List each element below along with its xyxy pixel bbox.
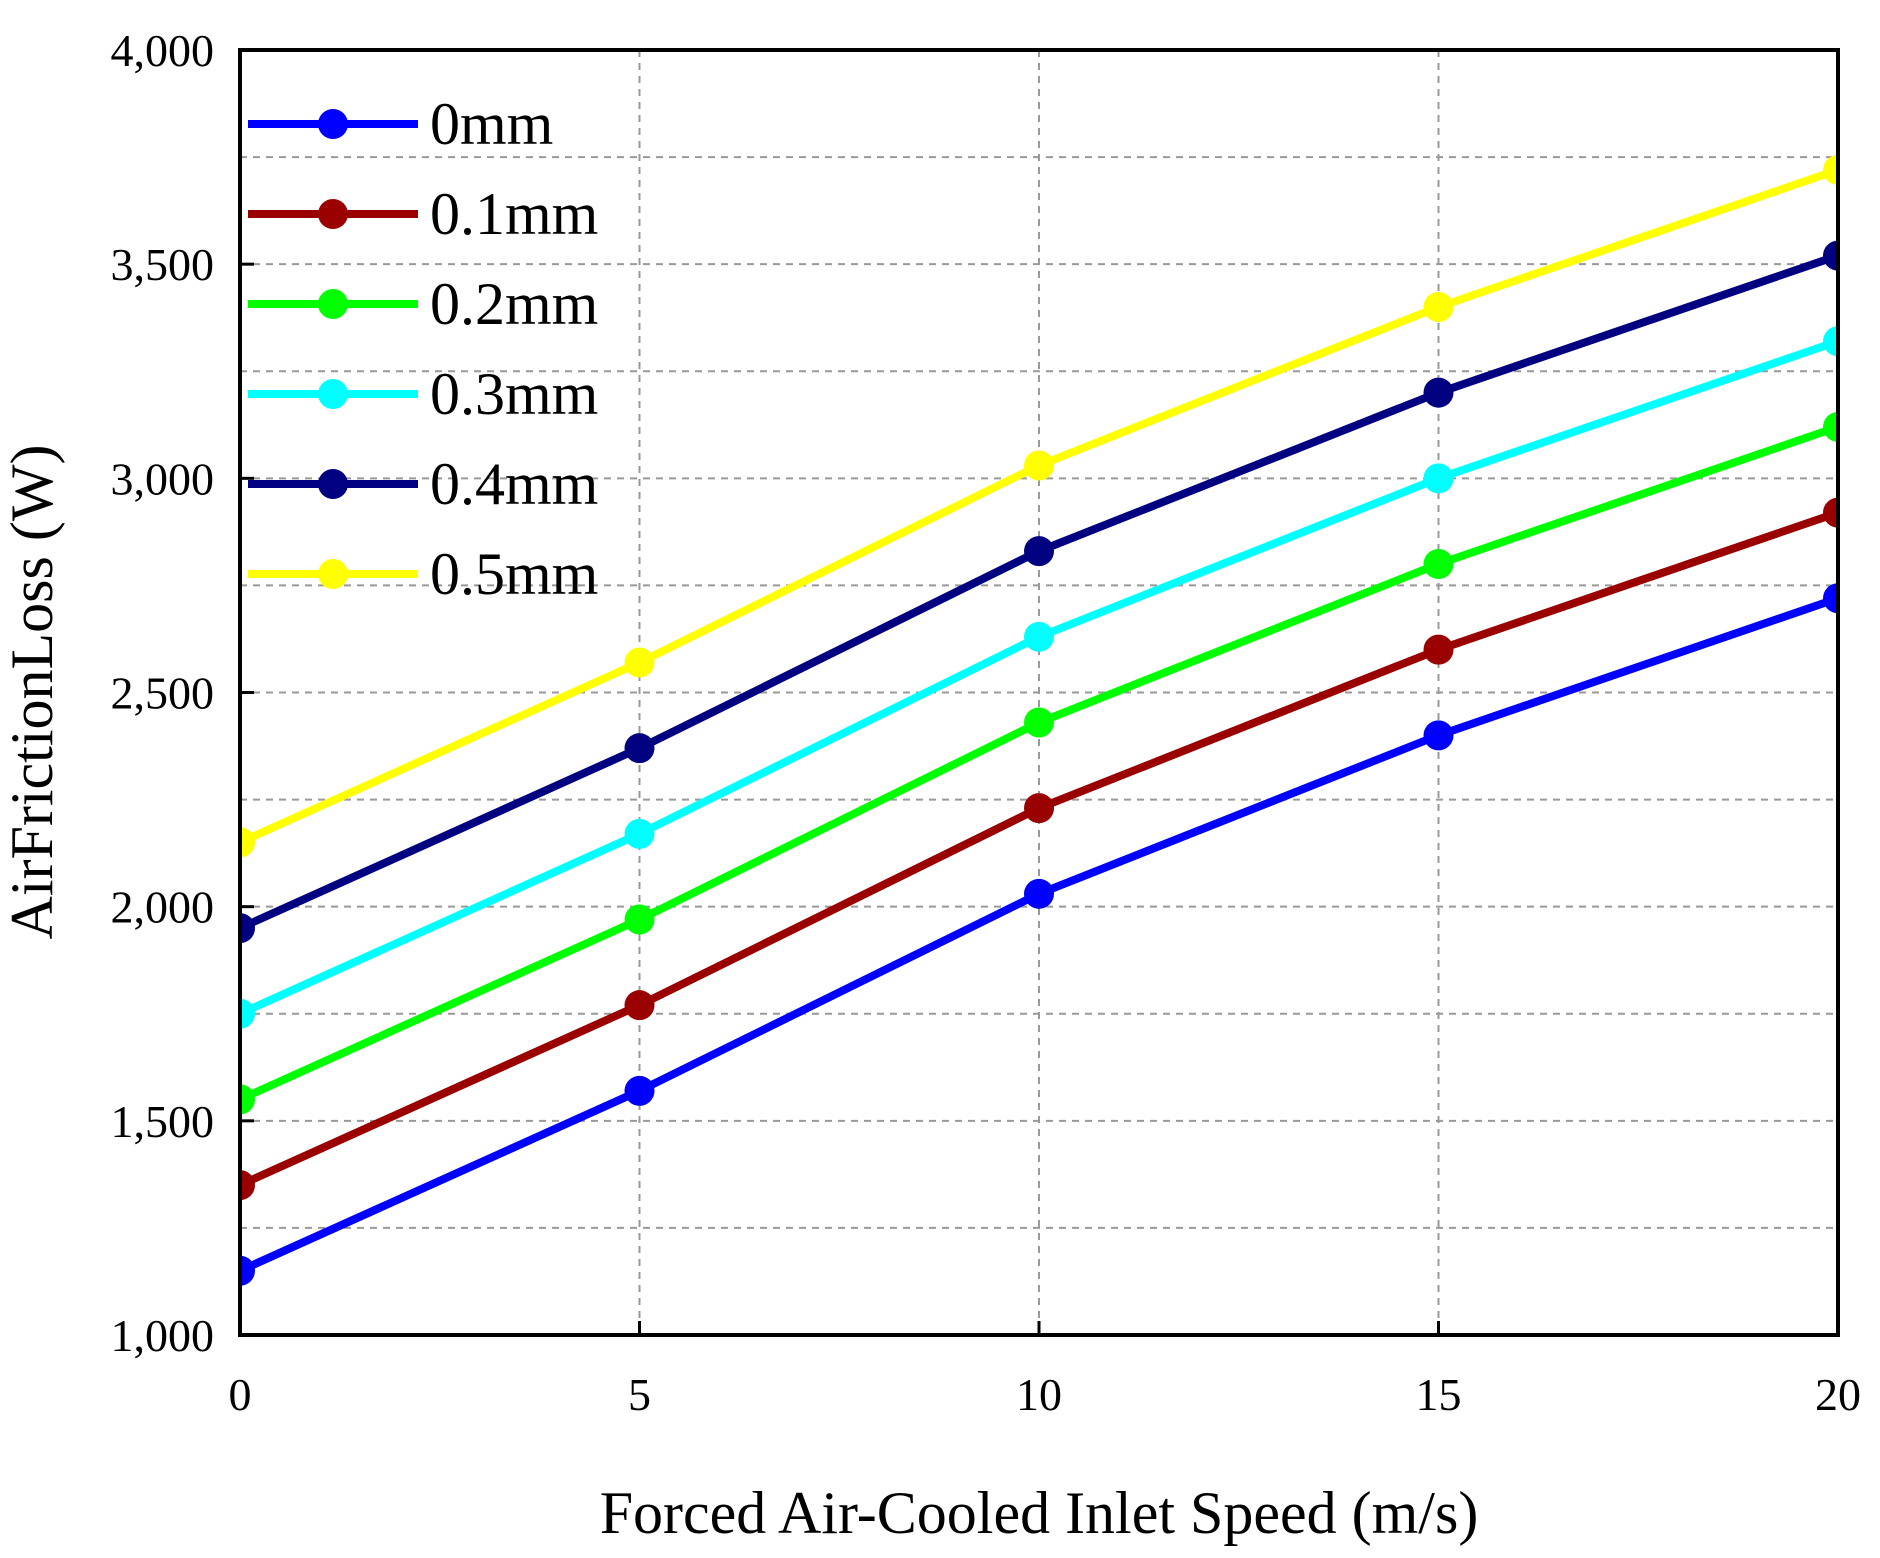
data-point-0-4mm	[240, 913, 255, 944]
legend-item-0-3mm: 0.3mm	[248, 361, 598, 427]
y-tick-label: 1,500	[111, 1096, 215, 1147]
y-tick-label: 2,000	[111, 882, 215, 933]
y-tick-label: 1,000	[111, 1310, 215, 1361]
legend-label: 0.4mm	[430, 451, 598, 517]
data-point-0-1mm	[1823, 497, 1838, 528]
legend-item-0mm: 0mm	[248, 91, 553, 157]
data-point-0-5mm	[1823, 154, 1838, 185]
data-point-0-4mm	[624, 733, 655, 764]
data-point-0mm	[1423, 720, 1454, 751]
data-point-0-4mm	[1024, 536, 1054, 567]
data-point-0mm	[240, 1255, 255, 1286]
legend-swatch-marker	[318, 289, 348, 319]
x-tick-label: 20	[1815, 1369, 1861, 1420]
data-point-0mm	[624, 1075, 655, 1106]
legend-label: 0mm	[430, 91, 553, 157]
legend-item-0-2mm: 0.2mm	[248, 271, 598, 337]
series-0-1mm	[240, 497, 1838, 1201]
x-axis-ticks: 0 5 10 15 20	[229, 1321, 1861, 1420]
y-tick-label: 2,500	[111, 668, 215, 719]
data-point-0-4mm	[1823, 240, 1838, 271]
legend-item-0-5mm: 0.5mm	[248, 541, 598, 607]
data-point-0-1mm	[624, 990, 655, 1021]
legend-swatch-marker	[318, 199, 348, 229]
data-point-0mm	[1024, 878, 1054, 909]
x-tick-label: 0	[229, 1369, 252, 1420]
data-point-0-2mm	[624, 904, 655, 935]
data-point-0-2mm	[240, 1084, 255, 1115]
y-axis-title: AirFrictionLoss (W)	[0, 445, 65, 940]
data-point-0-3mm	[240, 998, 255, 1029]
x-tick-label: 5	[628, 1369, 651, 1420]
data-point-0-2mm	[1823, 411, 1838, 442]
legend-label: 0.2mm	[430, 271, 598, 337]
series-0-5mm	[240, 154, 1838, 858]
data-point-0-2mm	[1024, 707, 1054, 738]
data-point-0-3mm	[1823, 326, 1838, 357]
legend-item-0-1mm: 0.1mm	[248, 181, 598, 247]
data-point-0-1mm	[1024, 793, 1054, 824]
data-point-0-3mm	[624, 818, 655, 849]
x-tick-label: 10	[1016, 1369, 1062, 1420]
data-point-0-3mm	[1423, 463, 1454, 494]
legend-swatch-marker	[318, 559, 348, 589]
y-axis-ticks: 1,000 1,500 2,000 2,500 3,000 3,500 4,000	[111, 25, 254, 1361]
data-point-0-3mm	[1024, 621, 1054, 652]
y-tick-label: 3,500	[111, 239, 215, 290]
series-0-3mm	[240, 326, 1838, 1029]
data-point-0mm	[1823, 583, 1838, 614]
legend-swatch-marker	[318, 469, 348, 499]
data-point-0-4mm	[1423, 377, 1454, 408]
legend-swatch-marker	[318, 109, 348, 139]
legend: 0mm 0.1mm 0.2mm 0.3mm 0.4mm 0.5mm	[248, 91, 598, 607]
series-0-4mm	[240, 240, 1838, 944]
legend-swatch-marker	[318, 379, 348, 409]
x-tick-label: 15	[1416, 1369, 1462, 1420]
data-point-0-2mm	[1423, 549, 1454, 579]
y-tick-label: 3,000	[111, 453, 215, 504]
data-point-0-5mm	[1024, 450, 1054, 481]
legend-label: 0.1mm	[430, 181, 598, 247]
y-tick-label: 4,000	[111, 25, 215, 76]
data-point-0-1mm	[240, 1170, 255, 1201]
data-point-0-5mm	[624, 647, 655, 678]
series-0-2mm	[240, 411, 1838, 1115]
data-point-0-5mm	[1423, 292, 1454, 322]
series-group	[240, 154, 1838, 1286]
legend-item-0-4mm: 0.4mm	[248, 451, 598, 517]
series-0mm	[240, 583, 1838, 1286]
legend-label: 0.5mm	[430, 541, 598, 607]
data-point-0-1mm	[1423, 634, 1454, 665]
legend-label: 0.3mm	[430, 361, 598, 427]
x-axis-title: Forced Air-Cooled Inlet Speed (m/s)	[600, 1480, 1479, 1546]
data-point-0-5mm	[240, 827, 255, 858]
